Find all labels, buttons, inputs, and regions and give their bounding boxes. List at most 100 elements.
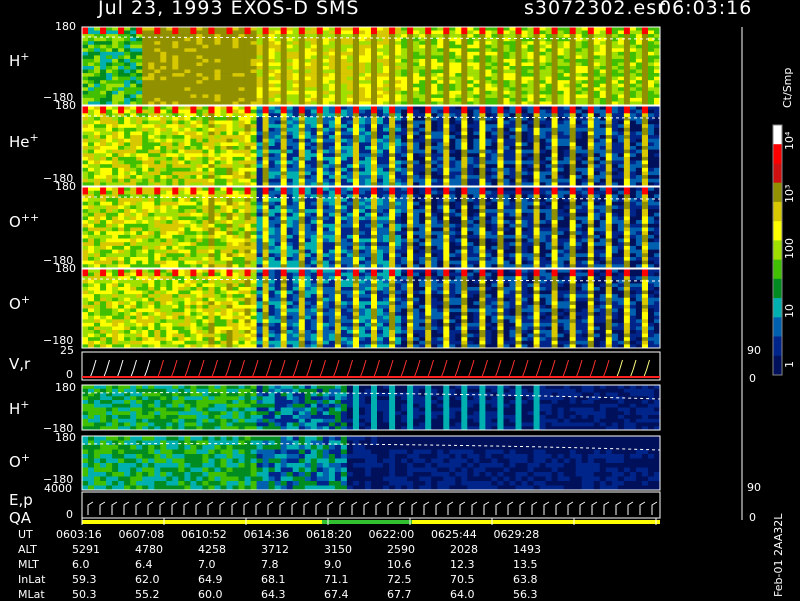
spectrogram-cell [220, 149, 227, 154]
spectrogram-cell [551, 127, 558, 132]
spectrogram-cell [449, 69, 456, 74]
spectrogram-cell [340, 62, 348, 67]
spectrogram-cell [593, 83, 601, 88]
spectrogram-cell [437, 138, 444, 143]
spectrogram-cell [196, 249, 203, 254]
spectrogram-cell [238, 66, 245, 70]
spectrogram-cell [623, 76, 631, 81]
spectrogram-cell [160, 62, 167, 67]
spectrogram-cell [654, 62, 661, 67]
spectrogram-cell [286, 167, 294, 172]
spectrogram-cell [232, 209, 239, 214]
spectrogram-cell [485, 76, 492, 81]
spectrogram-cell [292, 120, 300, 125]
spectrogram-cell [118, 142, 125, 147]
spectrogram-cell [226, 27, 233, 31]
spectrogram-cell [274, 171, 282, 176]
spectrogram-cell [130, 260, 137, 265]
spectrogram-cell [256, 97, 263, 102]
spectrogram-cell [268, 27, 275, 31]
spectrogram-cell [118, 48, 125, 53]
spectrogram-cell [479, 58, 486, 63]
spectrogram-cell [599, 94, 607, 99]
spectrogram-cell [94, 153, 101, 158]
spectrogram-cell [298, 138, 306, 143]
spectrogram-cell [310, 76, 318, 81]
spectrogram-cell [431, 101, 438, 106]
spectrogram-cell [587, 101, 595, 106]
spectrogram-cell [563, 178, 571, 183]
spectrogram-cell [286, 127, 294, 132]
spectrogram-cell [497, 30, 504, 35]
spectrogram-cell [274, 212, 282, 217]
spectrogram-cell [130, 51, 137, 56]
spectrogram-cell [94, 106, 101, 110]
spectrogram-cell [220, 37, 227, 42]
spectrogram-cell [557, 120, 564, 125]
spectrogram-cell [244, 55, 251, 60]
spectrogram-cell [575, 90, 583, 95]
spectrogram-cell [136, 87, 143, 92]
spectrogram-cell [172, 164, 179, 169]
spectrogram-cell [250, 87, 257, 92]
spectrogram-cell [184, 116, 191, 121]
spectrogram-cell [88, 253, 95, 258]
spectrogram-cell [449, 94, 456, 99]
spectrogram-cell [100, 66, 107, 70]
spectrogram-cell [581, 164, 589, 169]
spectrogram-cell [214, 167, 221, 172]
spectrogram-cell [172, 194, 179, 199]
spectrogram-cell [94, 30, 101, 35]
spectrogram-cell [130, 127, 137, 132]
spectrogram-cell [274, 198, 282, 203]
spectrogram-cell [521, 109, 528, 114]
spectrogram-cell [298, 87, 306, 92]
spectrogram-cell [461, 135, 468, 140]
spectrogram-cell [280, 245, 288, 250]
spectrogram-cell [190, 205, 197, 210]
spectrogram-cell [130, 220, 137, 225]
spectrogram-cell [587, 178, 595, 183]
spectrogram-cell [292, 131, 300, 136]
spectrogram-cell [359, 120, 366, 125]
spectrogram-cell [611, 153, 619, 158]
spectrogram-cell [557, 142, 564, 147]
spectrogram-cell [557, 175, 564, 180]
spectrogram-cell [136, 146, 143, 150]
spectrogram-cell [190, 106, 197, 110]
spectrogram-cell [238, 80, 245, 85]
spectrogram-cell [274, 160, 282, 165]
spectrogram-cell [431, 124, 438, 129]
spectrogram-cell [328, 62, 336, 67]
spectrogram-cell [106, 171, 113, 176]
spectrogram-cell [401, 90, 408, 95]
spectrogram-cell [256, 76, 263, 81]
spectrogram-cell [148, 127, 155, 132]
spectrogram-cell [232, 175, 239, 180]
spectrogram-cell [473, 73, 480, 77]
spectrogram-cell [202, 73, 209, 77]
spectrogram-cell [202, 55, 209, 60]
spectrogram-cell [214, 94, 221, 99]
spectrogram-cell [443, 146, 450, 150]
spectrogram-cell [214, 264, 221, 269]
spectrogram-cell [539, 182, 546, 187]
spectrogram-cell [389, 113, 396, 118]
spectrogram-cell [641, 97, 649, 102]
spectrogram-cell [202, 171, 209, 176]
spectrogram-cell [136, 212, 143, 217]
spectrogram-cell [599, 27, 607, 31]
spectrogram-cell [467, 131, 474, 136]
spectrogram-cell [124, 212, 131, 217]
spectrogram-cell [208, 198, 215, 203]
spectrogram-cell [599, 124, 607, 129]
spectrogram-cell [473, 58, 480, 63]
spectrogram-cell [407, 87, 414, 92]
spectrogram-cell [226, 44, 233, 49]
spectrogram-cell [106, 135, 113, 140]
spectrogram-cell [371, 34, 378, 38]
spectrogram-cell [449, 37, 456, 42]
spectrogram-cell [419, 34, 426, 38]
spectrogram-cell [371, 94, 378, 99]
spectrogram-cell [328, 58, 336, 63]
